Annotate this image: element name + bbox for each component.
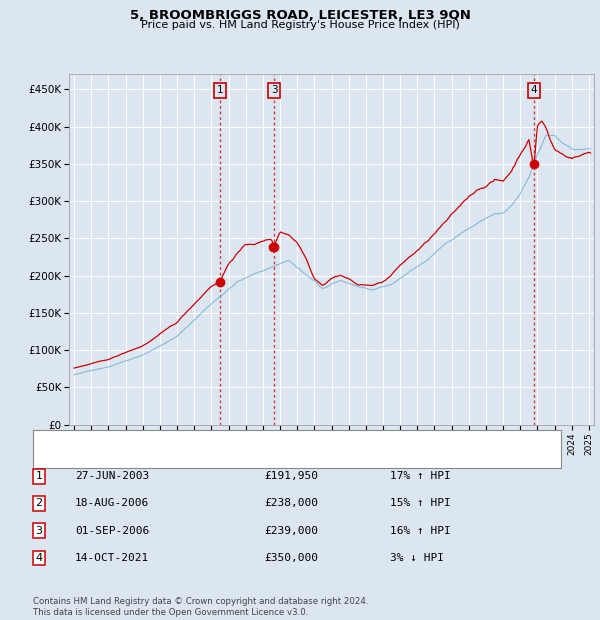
Text: £191,950: £191,950 bbox=[264, 471, 318, 481]
Text: 01-SEP-2006: 01-SEP-2006 bbox=[75, 526, 149, 536]
Text: 5, BROOMBRIGGS ROAD, LEICESTER, LE3 9QN (detached house): 5, BROOMBRIGGS ROAD, LEICESTER, LE3 9QN … bbox=[73, 435, 393, 445]
Text: 3: 3 bbox=[35, 526, 43, 536]
Text: 16% ↑ HPI: 16% ↑ HPI bbox=[390, 526, 451, 536]
Text: 3: 3 bbox=[271, 85, 278, 95]
Text: £350,000: £350,000 bbox=[264, 553, 318, 563]
Text: HPI: Average price, detached house, Leicester: HPI: Average price, detached house, Leic… bbox=[73, 453, 302, 464]
Text: 2: 2 bbox=[35, 498, 43, 508]
Text: 3% ↓ HPI: 3% ↓ HPI bbox=[390, 553, 444, 563]
Text: 5, BROOMBRIGGS ROAD, LEICESTER, LE3 9QN: 5, BROOMBRIGGS ROAD, LEICESTER, LE3 9QN bbox=[130, 9, 470, 22]
Text: £239,000: £239,000 bbox=[264, 526, 318, 536]
Text: 15% ↑ HPI: 15% ↑ HPI bbox=[390, 498, 451, 508]
Text: This data is licensed under the Open Government Licence v3.0.: This data is licensed under the Open Gov… bbox=[33, 608, 308, 617]
Text: 27-JUN-2003: 27-JUN-2003 bbox=[75, 471, 149, 481]
Text: Contains HM Land Registry data © Crown copyright and database right 2024.: Contains HM Land Registry data © Crown c… bbox=[33, 597, 368, 606]
FancyBboxPatch shape bbox=[33, 430, 561, 468]
Text: 1: 1 bbox=[35, 471, 43, 481]
Text: 18-AUG-2006: 18-AUG-2006 bbox=[75, 498, 149, 508]
Text: £238,000: £238,000 bbox=[264, 498, 318, 508]
Text: 14-OCT-2021: 14-OCT-2021 bbox=[75, 553, 149, 563]
Text: 4: 4 bbox=[530, 85, 537, 95]
Text: 4: 4 bbox=[35, 553, 43, 563]
Text: 1: 1 bbox=[217, 85, 223, 95]
Text: Price paid vs. HM Land Registry's House Price Index (HPI): Price paid vs. HM Land Registry's House … bbox=[140, 20, 460, 30]
Text: 17% ↑ HPI: 17% ↑ HPI bbox=[390, 471, 451, 481]
